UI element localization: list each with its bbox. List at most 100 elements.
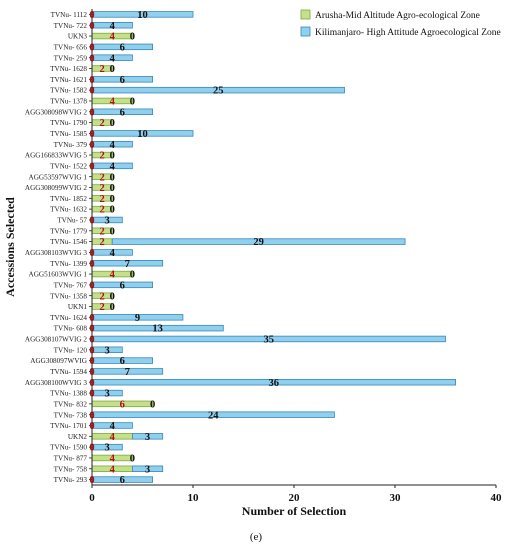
data-label-arusha: 2 xyxy=(99,302,104,313)
x-tick-label: 10 xyxy=(188,492,200,504)
y-category-label: TVNu- 1852 xyxy=(50,195,87,203)
y-category-label: TVNu- 1378 xyxy=(50,98,87,106)
data-label-kilimanjaro: 0 xyxy=(130,454,135,465)
data-label-arusha: 2 xyxy=(99,194,104,205)
data-label-arusha: 0 xyxy=(89,389,94,400)
data-label-kilimanjaro: 4 xyxy=(110,53,116,64)
data-label-kilimanjaro: 29 xyxy=(253,237,264,248)
data-label-arusha: 0 xyxy=(89,248,94,259)
y-axis-title: Accessions Selected xyxy=(3,197,17,297)
data-label-arusha: 0 xyxy=(89,280,94,291)
y-category-label: UKN1 xyxy=(68,303,88,311)
y-category-label: TVNu- 1590 xyxy=(50,444,87,452)
data-label-kilimanjaro: 0 xyxy=(150,399,155,410)
data-label-arusha: 2 xyxy=(99,172,104,183)
data-label-kilimanjaro: 35 xyxy=(264,335,275,346)
data-label-arusha: 0 xyxy=(89,140,94,151)
data-label-arusha: 4 xyxy=(110,432,116,443)
y-category-label: TVNu- 608 xyxy=(54,325,88,333)
data-label-arusha: 0 xyxy=(89,475,94,486)
y-category-labels: TVNu- 1112 TVNu- 722 UKN3 TVNu- 656 TVNu- 25… xyxy=(25,11,92,484)
y-category-label: AGG308100WVIG 3 xyxy=(25,379,87,387)
data-label-kilimanjaro: 10 xyxy=(137,10,148,21)
data-label-arusha: 0 xyxy=(89,345,94,356)
data-label-arusha: 2 xyxy=(99,183,104,194)
data-label-kilimanjaro: 0 xyxy=(110,118,115,129)
data-label-kilimanjaro: 24 xyxy=(208,410,219,421)
data-label-kilimanjaro: 3 xyxy=(105,389,110,400)
y-category-label: AGG308098WVIG 2 xyxy=(25,108,87,116)
data-label-kilimanjaro: 6 xyxy=(120,356,125,367)
data-label-arusha: 0 xyxy=(89,313,94,324)
x-axis-title: Number of Selection xyxy=(242,504,347,518)
y-category-label: TVNu- 1628 xyxy=(50,65,87,73)
data-label-arusha: 4 xyxy=(110,32,116,43)
y-category-label: TVNu- 1546 xyxy=(50,238,87,246)
data-label-kilimanjaro: 0 xyxy=(110,194,115,205)
data-label-kilimanjaro: 4 xyxy=(110,421,116,432)
data-label-kilimanjaro: 7 xyxy=(125,367,130,378)
y-category-label: TVNu- 1522 xyxy=(50,162,87,170)
data-label-kilimanjaro: 7 xyxy=(125,259,130,270)
legend-swatch-arusha xyxy=(300,9,311,20)
data-label-arusha: 4 xyxy=(110,464,116,475)
data-label-arusha: 4 xyxy=(110,454,116,465)
data-label-arusha: 0 xyxy=(89,53,94,64)
data-label-kilimanjaro: 6 xyxy=(120,107,125,118)
data-label-arusha: 0 xyxy=(89,42,94,53)
data-label-kilimanjaro: 3 xyxy=(145,432,150,443)
legend-swatch-kilimanjaro xyxy=(300,26,311,37)
y-category-label: TVNu- 1701 xyxy=(50,422,87,430)
data-label-kilimanjaro: 4 xyxy=(110,140,116,151)
data-label-kilimanjaro: 4 xyxy=(110,21,116,32)
data-label-kilimanjaro: 0 xyxy=(110,64,115,75)
data-label-arusha: 4 xyxy=(110,270,116,281)
data-label-kilimanjaro: 3 xyxy=(105,345,110,356)
data-label-arusha: 0 xyxy=(89,367,94,378)
data-label-kilimanjaro: 25 xyxy=(213,86,224,97)
y-category-label: TVNu- 877 xyxy=(54,455,88,463)
y-category-label: TVNu- 1399 xyxy=(50,260,87,268)
data-label-arusha: 0 xyxy=(89,378,94,389)
y-category-label: AGG308107WVIG 2 xyxy=(25,336,87,344)
data-label-arusha: 2 xyxy=(99,237,104,248)
y-category-label: TVNu- 767 xyxy=(54,281,88,289)
legend: Arusha-Mid Altitude Agro-ecological Zone… xyxy=(300,9,501,38)
data-label-kilimanjaro: 9 xyxy=(135,313,140,324)
y-category-label: TVNu- 738 xyxy=(54,411,88,419)
data-label-arusha: 2 xyxy=(99,205,104,216)
data-label-arusha: 0 xyxy=(89,335,94,346)
data-label-arusha: 4 xyxy=(110,97,116,108)
y-category-label: TVNu- 1585 xyxy=(50,130,87,138)
data-label-arusha: 0 xyxy=(89,21,94,32)
data-label-arusha: 0 xyxy=(89,75,94,86)
x-tick-label: 0 xyxy=(89,492,95,504)
data-label-arusha: 0 xyxy=(89,129,94,140)
y-category-label: TVNu- 1112 xyxy=(51,11,88,19)
y-category-label: AGG308097WVIG xyxy=(30,357,87,365)
data-label-kilimanjaro: 4 xyxy=(110,248,116,259)
data-label-kilimanjaro: 6 xyxy=(120,42,125,53)
x-ticks: 0 10 20 30 40 xyxy=(89,485,502,504)
y-category-label: TVNu- 1779 xyxy=(50,227,87,235)
data-label-arusha: 0 xyxy=(89,107,94,118)
data-label-arusha: 2 xyxy=(99,226,104,237)
data-label-kilimanjaro: 0 xyxy=(110,291,115,302)
data-label-arusha: 0 xyxy=(89,410,94,421)
x-tick-label: 30 xyxy=(390,492,402,504)
bar-kilimanjaro xyxy=(131,433,164,440)
y-category-label: TVNu- 1632 xyxy=(50,206,87,214)
y-category-label: TVNu- 722 xyxy=(54,22,88,30)
y-category-label: TVNu- 832 xyxy=(54,400,88,408)
data-label-kilimanjaro: 0 xyxy=(130,32,135,43)
y-category-label: TVNu- 758 xyxy=(54,465,88,473)
data-label-kilimanjaro: 0 xyxy=(110,151,115,162)
data-label-arusha: 0 xyxy=(89,86,94,97)
data-label-arusha: 2 xyxy=(99,291,104,302)
data-label-kilimanjaro: 0 xyxy=(110,226,115,237)
data-label-arusha: 0 xyxy=(89,259,94,270)
data-label-kilimanjaro: 6 xyxy=(120,475,125,486)
data-label-kilimanjaro: 3 xyxy=(105,216,110,227)
data-label-arusha: 6 xyxy=(120,399,125,410)
